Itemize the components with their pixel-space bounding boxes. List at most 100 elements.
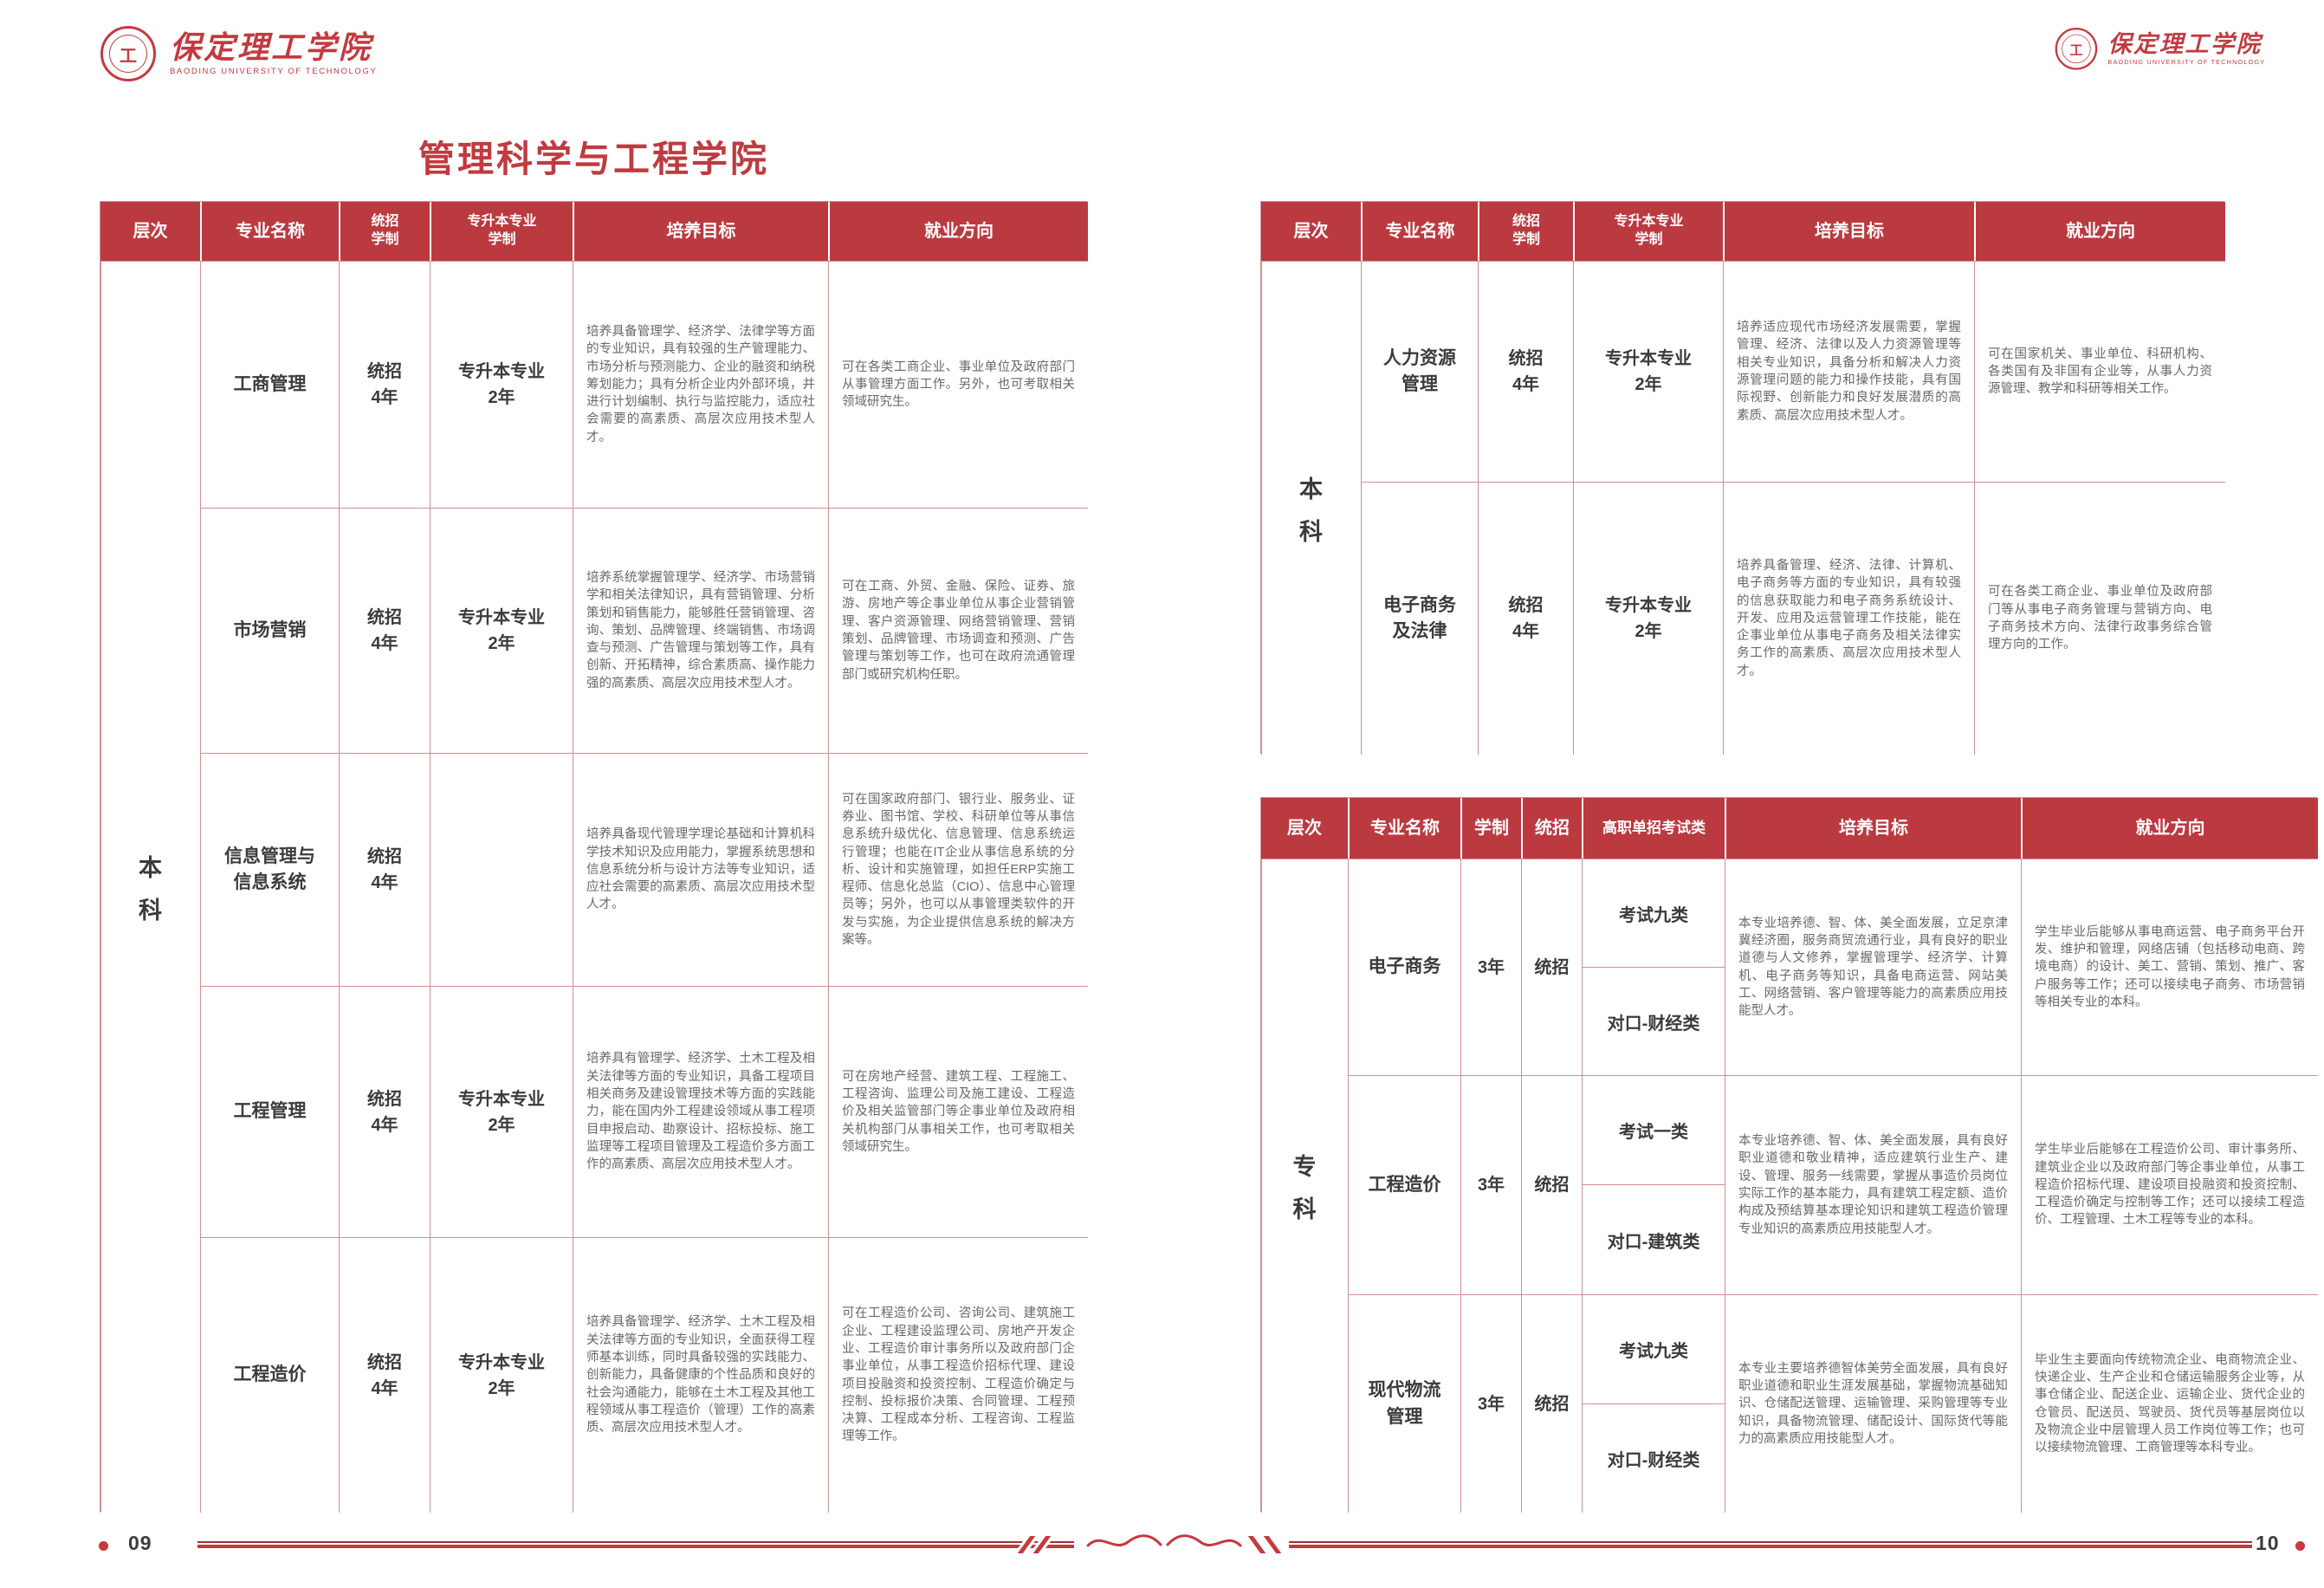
objective-text: 本专业培养德、智、体、美全面发展，具有良好职业道德和敬业精神，适应建筑行业生产、… <box>1738 1134 2008 1236</box>
col-header-objective: 培养目标 <box>573 202 828 261</box>
col-header-exam-type: 高职单招考试类 <box>1582 798 1725 859</box>
col-header-zhuanshengben: 专升本专业 学制 <box>1573 202 1723 261</box>
page-title: 管理科学与工程学院 <box>418 139 770 179</box>
col-header-employment: 就业方向 <box>2021 798 2318 859</box>
dur-line: 2年 <box>488 1378 515 1398</box>
dur-line: 2年 <box>1635 375 1662 394</box>
cell-zhuanshengben: 专升本专业 2年 <box>430 1237 573 1513</box>
cell-objective: 培养具备管理、经济、法律、计算机、电子商务等方面的专业知识，具有较强的信息获取能… <box>1723 482 1974 755</box>
seal-mark: 工 <box>109 35 147 73</box>
col-header-level: 层次 <box>100 202 200 261</box>
university-logo-right: 工 保定理工学院 BAODING UNIVERSITY OF TECHNOLOG… <box>2055 28 2265 70</box>
header-line: 学制 <box>371 232 399 247</box>
cell-years: 3年 <box>1460 859 1521 1075</box>
employment-text: 可在各类工商企业、事业单位及政府部门等从事电子商务管理与营销方向、电子商务技术方… <box>1988 585 2212 652</box>
header-line: 学制 <box>1512 232 1540 247</box>
major-line: 现代物流 <box>1368 1380 1441 1401</box>
employment-text: 可在房地产经营、建筑工程、工程施工、工程咨询、监理公司及施工建设、工程造价及相关… <box>842 1069 1075 1154</box>
university-name-en: BAODING UNIVERSITY OF TECHNOLOGY <box>170 66 378 76</box>
cell-major: 工程管理 <box>200 986 339 1237</box>
cell-tongzhao: 统招 4年 <box>339 261 430 508</box>
dur-line: 2年 <box>488 1115 515 1135</box>
dur-line: 统招 <box>367 1352 402 1372</box>
college-table: 层次 专业名称 学制 统招 高职单招考试类 培养目标 就业方向 专 科 电子商务… <box>1260 797 2318 1513</box>
objective-text: 培养具有管理学、经济学、土木工程及相关法律等方面的专业知识，具备工程项目相关商务… <box>586 1052 815 1172</box>
col-header-tongzhao: 统招 学制 <box>339 202 430 261</box>
col-header-tongzhao: 统招 学制 <box>1478 202 1573 261</box>
cell-employment: 可在国家政府部门、银行业、服务业、证券业、图书馆、学校、科研单位等从事信息系统升… <box>828 753 1088 986</box>
footer-rule-thick <box>197 1545 1074 1548</box>
col-header-employment: 就业方向 <box>828 202 1088 261</box>
footer-rule-thick <box>1289 1545 2252 1548</box>
cell-objective: 培养系统掌握管理学、经济学、市场营销学和相关法律知识，具有营销管理、分析策划和销… <box>573 508 828 753</box>
cell-tongzhao: 统招 4年 <box>1478 482 1573 755</box>
header-line: 专升本专业 <box>467 214 537 230</box>
cell-major: 工商管理 <box>200 261 339 508</box>
objective-text: 培养具备管理、经济、法律、计算机、电子商务等方面的专业知识，具有较强的信息获取能… <box>1737 558 1961 678</box>
cell-employment: 可在各类工商企业、事业单位及政府部门等从事电子商务管理与营销方向、电子商务技术方… <box>1974 482 2225 755</box>
level-char: 本 <box>1299 476 1324 502</box>
cell-exam-type-b: 对口-财经类 <box>1582 1403 1725 1513</box>
level-char: 专 <box>1292 1154 1317 1180</box>
cell-tongzhao: 统招 4年 <box>339 1237 430 1513</box>
dur-line: 2年 <box>1635 622 1662 641</box>
employment-text: 学生毕业后能够从事电商运营、电子商务平台开发、维护和管理，网络店铺（包括移动电商… <box>2035 924 2305 1009</box>
dur-line: 4年 <box>371 873 398 892</box>
major-line: 信息系统 <box>233 872 307 892</box>
dur-line: 统招 <box>1508 349 1544 368</box>
major-line: 管理 <box>1402 374 1438 394</box>
cell-objective: 本专业培养德、智、体、美全面发展，具有良好职业道德和敬业精神，适应建筑行业生产、… <box>1725 1075 2021 1294</box>
dur-line: 专升本专业 <box>458 1352 545 1372</box>
university-logo-left: 工 保定理工学院 BAODING UNIVERSITY OF TECHNOLOG… <box>100 26 377 81</box>
university-name-cn: 保定理工学院 <box>170 29 373 65</box>
dur-line: 4年 <box>1512 375 1540 394</box>
major-line: 管理 <box>1386 1406 1423 1427</box>
dur-line: 2年 <box>488 634 515 653</box>
dur-line: 专升本专业 <box>458 1089 545 1109</box>
undergrad-table-right: 层次 专业名称 统招 学制 专升本专业 学制 培养目标 就业方向 本 科 人力资… <box>1260 201 2225 755</box>
cell-objective: 本专业主要培养德智体美劳全面发展，具有良好职业道德和职业生涯发展基础，掌握物流基… <box>1725 1294 2021 1513</box>
dur-line: 统招 <box>367 1089 402 1109</box>
major-line: 市场营销 <box>233 619 307 640</box>
dur-line: 4年 <box>371 388 398 407</box>
cell-years: 3年 <box>1460 1294 1521 1513</box>
footer-swoosh-icon <box>1166 1534 1242 1547</box>
objective-text: 本专业主要培养德智体美劳全面发展，具有良好职业道德和职业生涯发展基础，掌握物流基… <box>1738 1361 2008 1446</box>
col-header-objective: 培养目标 <box>1723 202 1974 261</box>
dur-line: 专升本专业 <box>1605 596 1692 615</box>
major-line: 电子商务 <box>1383 594 1456 615</box>
major-line: 信息管理与 <box>224 846 315 866</box>
cell-objective: 培养适应现代市场经济发展需要，掌握管理、经济、法律以及人力资源管理等相关专业知识… <box>1723 261 1974 482</box>
header-line: 专升本专业 <box>1614 214 1684 230</box>
seal-mark: 工 <box>2061 34 2091 64</box>
major-line: 工程管理 <box>233 1101 307 1122</box>
level-char: 本 <box>139 855 163 881</box>
header-line: 统招 <box>371 214 399 230</box>
cell-major: 市场营销 <box>200 508 339 753</box>
cell-tongzhao: 统招 4年 <box>339 508 430 753</box>
header-line: 统招 <box>1512 214 1540 230</box>
footer-dot-left <box>99 1541 108 1551</box>
major-line: 及法律 <box>1392 621 1447 641</box>
col-header-level: 层次 <box>1261 798 1348 859</box>
university-seal-icon: 工 <box>2055 28 2097 70</box>
dur-line: 4年 <box>371 634 398 653</box>
cell-zhuanshengben: 专升本专业 2年 <box>1573 482 1723 755</box>
level-char: 科 <box>139 898 163 924</box>
objective-text: 培养具备现代管理学理论基础和计算机科学技术知识及应用能力，掌握系统思想和信息系统… <box>586 827 815 912</box>
col-header-objective: 培养目标 <box>1725 798 2021 859</box>
col-header-xuezhi: 学制 <box>1460 798 1521 859</box>
dur-line: 4年 <box>1512 622 1540 641</box>
footer-rule-right <box>1289 1541 2252 1548</box>
level-cell-benke: 本 科 <box>100 261 200 1513</box>
cell-exam-type-a: 考试九类 <box>1582 1294 1725 1403</box>
cell-objective: 培养具有管理学、经济学、土木工程及相关法律等方面的专业知识，具备工程项目相关商务… <box>573 986 828 1237</box>
employment-text: 毕业生主要面向传统物流企业、电商物流企业、快递企业、生产企业和仓储运输服务企业等… <box>2035 1352 2305 1455</box>
employment-text: 可在国家机关、事业单位、科研机构、各类国有及非国有企业等，从事人力资源管理、教学… <box>1988 347 2212 397</box>
footer-slash-icon <box>1263 1536 1282 1553</box>
major-line: 工商管理 <box>233 373 307 394</box>
dur-line: 专升本专业 <box>458 362 545 381</box>
level-cell-zhuanke: 专 科 <box>1261 859 1348 1513</box>
cell-employment: 毕业生主要面向传统物流企业、电商物流企业、快递企业、生产企业和仓储运输服务企业等… <box>2021 1294 2318 1513</box>
footer-dot-right <box>2295 1541 2305 1551</box>
